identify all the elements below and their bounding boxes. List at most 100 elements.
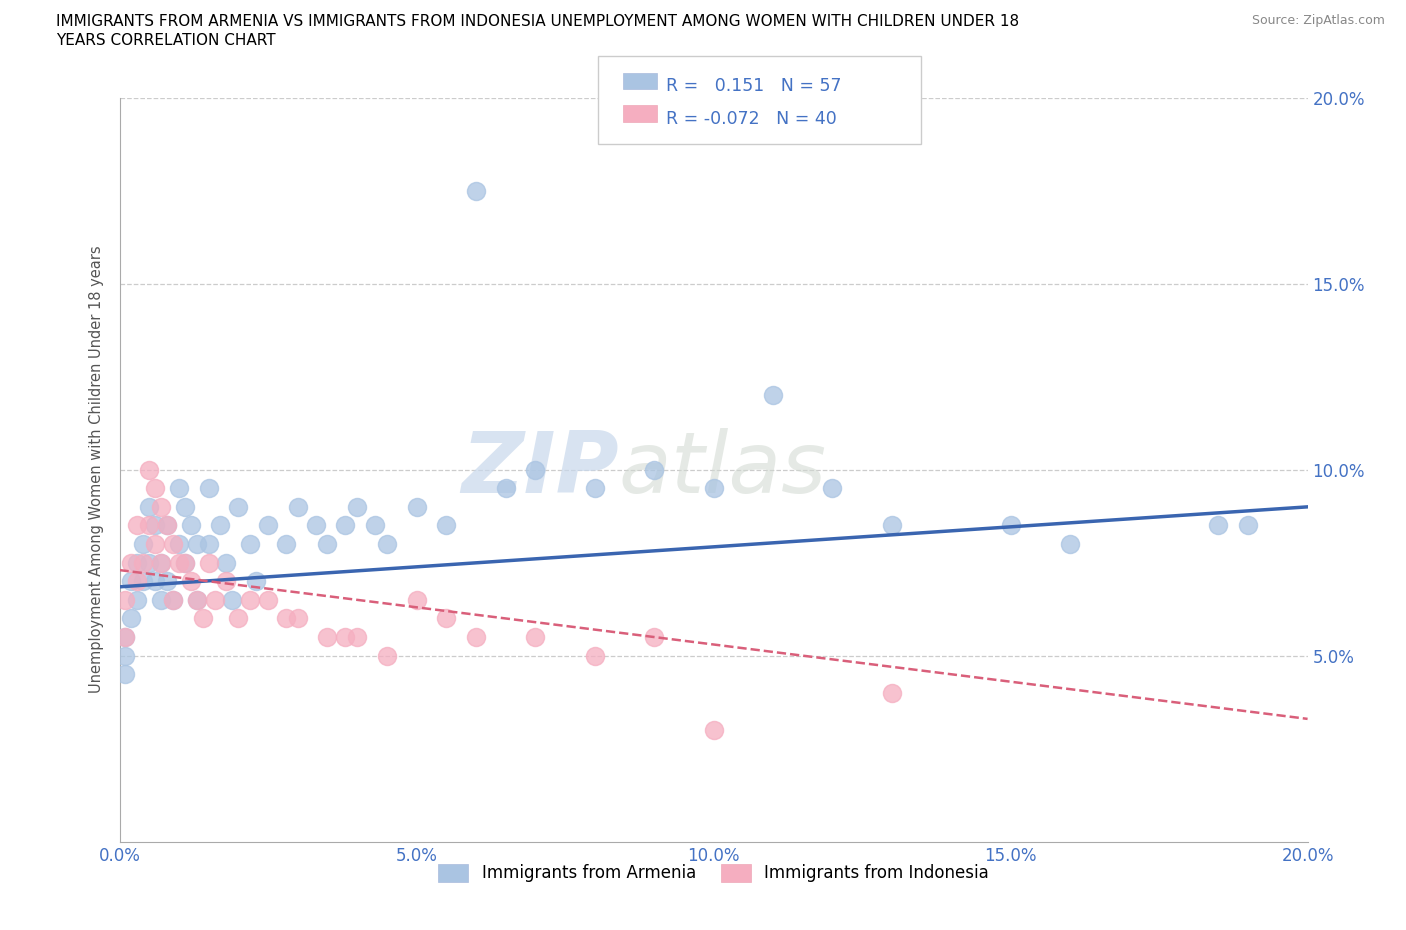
Point <box>132 555 155 570</box>
Point <box>120 555 142 570</box>
Point <box>204 592 226 607</box>
Point <box>138 555 160 570</box>
Text: YEARS CORRELATION CHART: YEARS CORRELATION CHART <box>56 33 276 47</box>
Point <box>150 555 173 570</box>
Point <box>162 537 184 551</box>
Point <box>239 537 262 551</box>
Point <box>304 518 326 533</box>
Point <box>316 537 339 551</box>
Point <box>143 537 166 551</box>
Point <box>127 518 149 533</box>
Point <box>114 630 136 644</box>
Text: atlas: atlas <box>619 428 827 512</box>
Text: IMMIGRANTS FROM ARMENIA VS IMMIGRANTS FROM INDONESIA UNEMPLOYMENT AMONG WOMEN WI: IMMIGRANTS FROM ARMENIA VS IMMIGRANTS FR… <box>56 14 1019 29</box>
Point <box>186 537 208 551</box>
Point <box>405 499 427 514</box>
Point <box>524 462 547 477</box>
Point <box>143 518 166 533</box>
Point <box>257 592 280 607</box>
Point <box>180 518 202 533</box>
Point <box>156 518 179 533</box>
Point <box>346 499 368 514</box>
Point <box>114 630 136 644</box>
Point <box>464 630 488 644</box>
Point <box>162 592 184 607</box>
Point <box>197 537 219 551</box>
Point <box>138 462 160 477</box>
Point <box>257 518 280 533</box>
Text: ZIP: ZIP <box>461 428 619 512</box>
Point <box>762 388 785 403</box>
Point <box>524 630 547 644</box>
Point <box>495 481 517 496</box>
Legend: Immigrants from Armenia, Immigrants from Indonesia: Immigrants from Armenia, Immigrants from… <box>432 857 995 889</box>
Point <box>880 518 903 533</box>
Point <box>405 592 427 607</box>
Point <box>143 481 166 496</box>
Point <box>114 667 136 682</box>
Point <box>180 574 202 589</box>
Point <box>464 183 488 198</box>
Point <box>167 481 190 496</box>
Point <box>221 592 243 607</box>
Point <box>335 518 357 533</box>
Point <box>114 648 136 663</box>
Point <box>150 555 173 570</box>
Point <box>228 611 250 626</box>
Point <box>703 723 725 737</box>
Point <box>215 555 238 570</box>
Point <box>132 574 155 589</box>
Point <box>167 537 190 551</box>
Point <box>583 648 606 663</box>
Point <box>1000 518 1022 533</box>
Y-axis label: Unemployment Among Women with Children Under 18 years: Unemployment Among Women with Children U… <box>89 246 104 694</box>
Point <box>173 499 195 514</box>
Point <box>138 518 160 533</box>
Point <box>239 592 262 607</box>
Point <box>1237 518 1260 533</box>
Point <box>316 630 339 644</box>
Point <box>150 592 173 607</box>
Point <box>1059 537 1081 551</box>
Text: Source: ZipAtlas.com: Source: ZipAtlas.com <box>1251 14 1385 27</box>
Point <box>583 481 606 496</box>
Point <box>143 574 166 589</box>
Point <box>643 462 665 477</box>
Point <box>173 555 195 570</box>
Point <box>132 537 155 551</box>
Point <box>245 574 267 589</box>
Point <box>274 537 297 551</box>
Point <box>880 685 903 700</box>
Point <box>821 481 844 496</box>
Point <box>120 611 142 626</box>
Point <box>375 537 398 551</box>
Point <box>120 574 142 589</box>
Point <box>375 648 398 663</box>
Point <box>150 499 173 514</box>
Point <box>274 611 297 626</box>
Text: R =   0.151   N = 57: R = 0.151 N = 57 <box>666 77 842 95</box>
Point <box>173 555 195 570</box>
Point <box>186 592 208 607</box>
Point <box>162 592 184 607</box>
Point <box>209 518 232 533</box>
Point <box>138 499 160 514</box>
Point <box>127 574 149 589</box>
Point <box>114 592 136 607</box>
Point <box>434 518 457 533</box>
Point <box>156 574 179 589</box>
Text: R = -0.072   N = 40: R = -0.072 N = 40 <box>666 110 837 127</box>
Point <box>703 481 725 496</box>
Point <box>186 592 208 607</box>
Point <box>335 630 357 644</box>
Point <box>191 611 214 626</box>
Point <box>127 555 149 570</box>
Point <box>127 592 149 607</box>
Point <box>167 555 190 570</box>
Point <box>346 630 368 644</box>
Point <box>1208 518 1230 533</box>
Point <box>197 481 219 496</box>
Point <box>287 611 309 626</box>
Point <box>197 555 219 570</box>
Point <box>156 518 179 533</box>
